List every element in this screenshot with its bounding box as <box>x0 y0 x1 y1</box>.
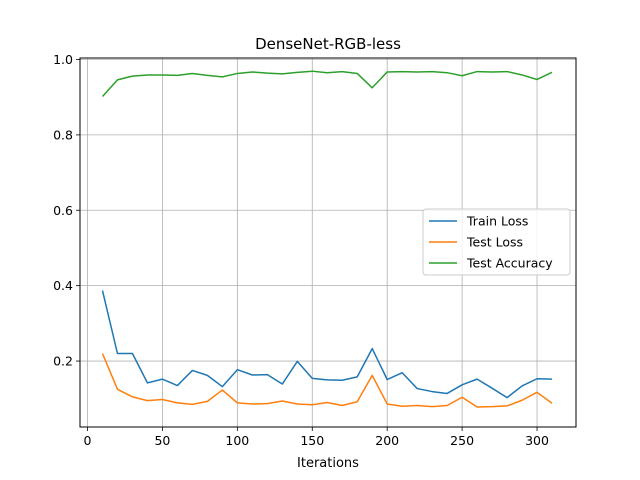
legend-box <box>422 208 571 276</box>
chart-title: DenseNet-RGB-less <box>255 35 401 53</box>
x-tick-label: 300 <box>525 433 549 448</box>
x-tick-label: 150 <box>300 433 324 448</box>
y-tick-label: 0.4 <box>53 278 73 293</box>
x-tick-label: 100 <box>225 433 249 448</box>
y-tick-label: 1.0 <box>53 52 73 67</box>
x-axis: 0 50 100 150 200 250 300 <box>84 427 549 448</box>
plot-frame <box>79 57 577 428</box>
legend-label: Test Loss <box>466 235 523 250</box>
legend-label: Test Accuracy <box>466 256 553 271</box>
series-lines <box>101 70 553 408</box>
series-line-train-loss <box>101 290 553 399</box>
x-tick-label: 250 <box>450 433 474 448</box>
y-axis: 0.2 0.4 0.6 0.8 1.0 <box>53 52 80 369</box>
y-tick-label: 0.6 <box>53 203 73 218</box>
x-tick-label: 200 <box>375 433 399 448</box>
series-line-test-loss <box>101 353 553 408</box>
x-axis-label: Iterations <box>297 456 359 471</box>
legend-item-test-loss: Test Loss <box>429 235 523 250</box>
legend-item-train-loss: Train Loss <box>429 214 528 229</box>
y-tick-label: 0.8 <box>53 127 73 142</box>
x-tick-label: 50 <box>154 433 170 448</box>
legend-item-test-accuracy: Test Accuracy <box>429 256 553 271</box>
legend-label: Train Loss <box>466 214 528 229</box>
x-tick-label: 0 <box>84 433 92 448</box>
y-tick-label: 0.2 <box>53 354 73 369</box>
legend: Train Loss Test Loss Test Accuracy <box>422 208 571 276</box>
series-line-test-accuracy <box>101 70 553 97</box>
